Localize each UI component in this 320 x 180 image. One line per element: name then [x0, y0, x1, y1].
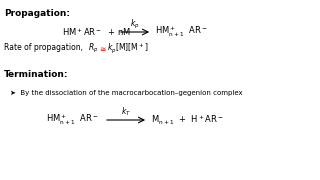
Text: M$\mathregular{_{n+1}}$  +  H$\mathregular{^+}$AR$\mathregular{^-}$: M$\mathregular{_{n+1}}$ + H$\mathregular… — [151, 113, 224, 127]
Text: HM$\mathregular{^+}$AR$\mathregular{^-}$  + nM: HM$\mathregular{^+}$AR$\mathregular{^-}$… — [62, 26, 131, 38]
Text: $k_p$[M][M$\mathregular{^+}$]: $k_p$[M][M$\mathregular{^+}$] — [107, 41, 148, 55]
Text: HM$\mathregular{^+_{n+1}}$  AR$\mathregular{^-}$: HM$\mathregular{^+_{n+1}}$ AR$\mathregul… — [155, 25, 208, 39]
Text: ➤  By the dissociation of the macrocarbocation–gegenion complex: ➤ By the dissociation of the macrocarboc… — [10, 90, 243, 96]
Text: $R_p$: $R_p$ — [88, 41, 99, 55]
Text: $k_T$: $k_T$ — [121, 106, 131, 118]
Text: $k_p$: $k_p$ — [130, 17, 140, 31]
Text: HM$\mathregular{^+_{n+1}}$  AR$\mathregular{^-}$: HM$\mathregular{^+_{n+1}}$ AR$\mathregul… — [46, 113, 99, 127]
Text: Rate of propagation,: Rate of propagation, — [4, 44, 83, 53]
Text: $\cong$: $\cong$ — [98, 44, 107, 53]
Text: Propagation:: Propagation: — [4, 9, 70, 18]
Text: Termination:: Termination: — [4, 70, 68, 79]
